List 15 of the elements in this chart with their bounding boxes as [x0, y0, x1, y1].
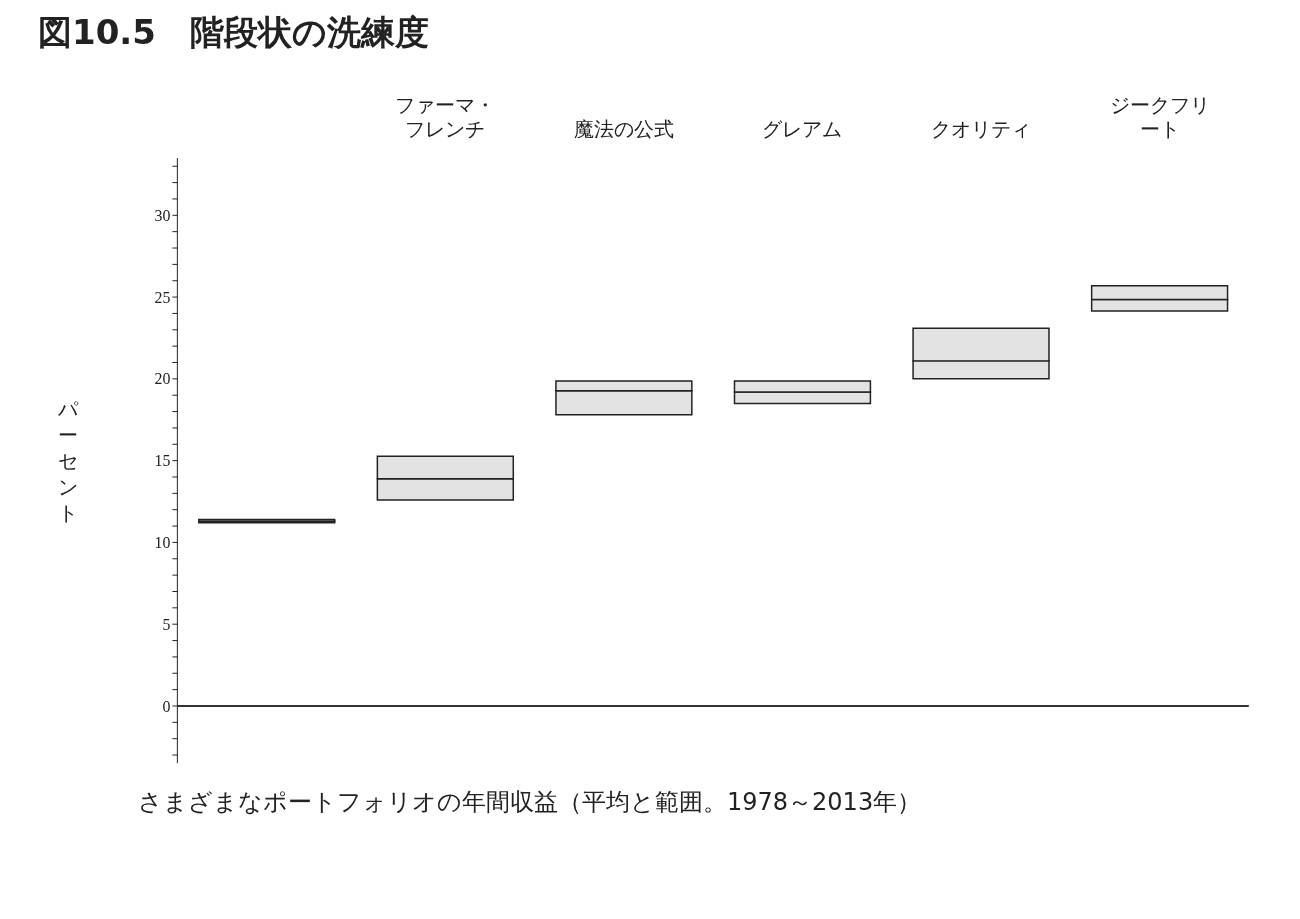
- y-tick-label: 15: [154, 452, 171, 470]
- y-tick-label: 10: [154, 534, 171, 552]
- x-tick-label: ファーマ・フレンチ: [394, 94, 495, 142]
- y-tick-label: 0: [162, 697, 171, 715]
- text: さまざまなポートフォリオの年間収益（平均と範囲。1978～2013年）: [138, 787, 923, 818]
- y-tick-label: 20: [154, 370, 171, 388]
- x-tick-label: クオリティ: [930, 118, 1031, 142]
- y-tick-label: 5: [162, 615, 171, 633]
- y-tick-label: 25: [154, 288, 171, 306]
- y-axis-title: パーセント: [57, 397, 79, 525]
- y-tick-label: 30: [154, 206, 171, 224]
- x-tick-label: ジークフリート: [1109, 94, 1210, 142]
- x-tick-label: グレアム: [761, 118, 842, 142]
- x-tick-label: 魔法の公式: [573, 118, 674, 142]
- chart-title: 図10.5 階段状の洗練度: [38, 11, 430, 54]
